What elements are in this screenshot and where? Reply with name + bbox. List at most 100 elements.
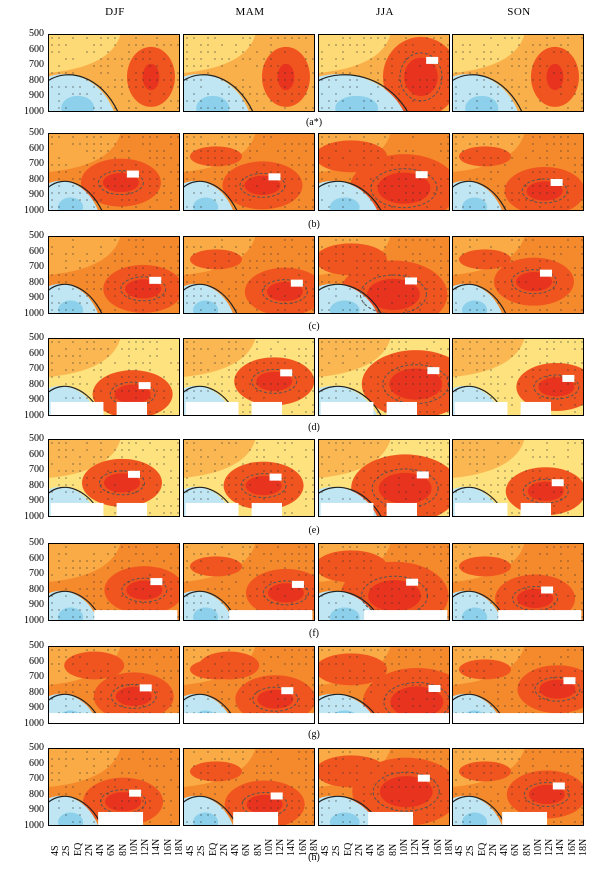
shade-region-deep-blue bbox=[462, 607, 488, 621]
y-tick-label: 500 bbox=[29, 332, 44, 343]
contour-label-box bbox=[563, 677, 576, 685]
shade-region-max bbox=[390, 686, 444, 718]
panel-7-0 bbox=[48, 748, 180, 826]
y-tick-label: 800 bbox=[29, 276, 44, 288]
masked-region bbox=[520, 401, 551, 416]
x-tick-label: 6N bbox=[376, 843, 388, 856]
y-tick-label: 900 bbox=[29, 599, 44, 611]
masked-region bbox=[498, 610, 582, 621]
masked-region bbox=[98, 811, 144, 826]
panel-frame bbox=[48, 236, 180, 314]
panel-svg bbox=[183, 34, 315, 112]
y-tick-label: 600 bbox=[29, 142, 44, 154]
panel-frame bbox=[48, 748, 180, 826]
significance-dots bbox=[455, 341, 583, 413]
panel-0-0 bbox=[48, 34, 180, 112]
y-tick-label: 800 bbox=[29, 74, 44, 86]
y-tick-label: 900 bbox=[29, 90, 44, 102]
y-tick-label: 900 bbox=[29, 804, 44, 816]
panel-svg bbox=[48, 133, 180, 211]
contour-label-box bbox=[149, 276, 162, 284]
panel-frame bbox=[318, 543, 450, 621]
y-tick-label: 600 bbox=[29, 655, 44, 667]
shade-region-max bbox=[379, 776, 433, 808]
shade-region-light bbox=[452, 439, 525, 478]
panel-frame bbox=[183, 748, 315, 826]
x-tick-label: 12N bbox=[275, 838, 287, 856]
row-label: (g) bbox=[308, 729, 320, 740]
shade-region-max bbox=[367, 278, 420, 311]
season-title-mam: MAM bbox=[235, 6, 265, 18]
zero-contour bbox=[318, 180, 382, 211]
significance-dots bbox=[186, 37, 314, 109]
shade-region-light bbox=[318, 439, 391, 478]
shade-region-deep-blue bbox=[58, 197, 84, 211]
x-tick-label: 4N bbox=[499, 843, 511, 856]
y-tick-label: 600 bbox=[29, 448, 44, 460]
panel-frame bbox=[183, 34, 315, 112]
shade-region-max bbox=[245, 476, 282, 496]
panel-4-0 bbox=[48, 439, 180, 517]
contour-label-box bbox=[270, 792, 283, 800]
panel-frame bbox=[48, 133, 180, 211]
x-tick-label: 14N bbox=[286, 838, 298, 856]
masked-region bbox=[454, 401, 508, 416]
dashed-contour bbox=[262, 580, 309, 606]
panel-5-1 bbox=[183, 543, 315, 621]
shade-region-max bbox=[105, 792, 142, 812]
x-tick-label: 8N bbox=[252, 843, 264, 856]
shade-region-max bbox=[277, 63, 295, 91]
panel-4-3 bbox=[452, 439, 584, 517]
panel-svg bbox=[183, 338, 315, 416]
contour-label-box bbox=[138, 382, 151, 390]
y-tick-label: 700 bbox=[29, 568, 44, 580]
panel-frame bbox=[452, 34, 584, 112]
y-tick-label: 1000 bbox=[24, 820, 44, 831]
significance-dots bbox=[51, 136, 179, 208]
y-tick-label: 500 bbox=[29, 28, 44, 39]
shade-region-light bbox=[318, 338, 391, 377]
dashed-contour bbox=[110, 683, 157, 709]
panel-6-0 bbox=[48, 646, 180, 724]
shade-region-light bbox=[48, 338, 121, 377]
contour-label-box bbox=[281, 687, 294, 695]
shade-region-light bbox=[452, 338, 525, 377]
dashed-contour bbox=[121, 577, 168, 603]
x-tick-label: 10N bbox=[398, 838, 410, 856]
shade-region-max bbox=[527, 481, 564, 501]
zero-contour bbox=[48, 180, 103, 211]
panel-frame bbox=[48, 646, 180, 724]
shade-region-deep-blue bbox=[61, 95, 95, 112]
panel-svg bbox=[48, 338, 180, 416]
row-label: (h) bbox=[308, 852, 320, 863]
shade-region-light bbox=[452, 34, 525, 73]
panel-frame bbox=[48, 338, 180, 416]
panel-svg bbox=[452, 543, 584, 621]
dashed-contour bbox=[533, 374, 580, 400]
panel-frame bbox=[318, 338, 450, 416]
contour-label-box bbox=[129, 789, 142, 797]
contour-label-box bbox=[415, 171, 428, 179]
x-tick-label: 4S bbox=[454, 845, 465, 856]
panel-7-3 bbox=[452, 748, 584, 826]
masked-region bbox=[320, 502, 374, 517]
panel-frame bbox=[452, 543, 584, 621]
panel-svg bbox=[183, 236, 315, 314]
x-tick-label: EQ bbox=[342, 842, 354, 856]
zero-contour bbox=[48, 74, 119, 112]
zero-contour bbox=[183, 283, 238, 314]
masked-region bbox=[318, 713, 450, 724]
y-tick-label: 700 bbox=[29, 773, 44, 785]
x-tick-label: 4S bbox=[185, 845, 196, 856]
y-tick-label: 1000 bbox=[24, 410, 44, 421]
panel-svg bbox=[318, 133, 450, 211]
x-tick-label: 12N bbox=[140, 838, 152, 856]
masked-region bbox=[386, 502, 417, 517]
shade-region-light bbox=[48, 34, 121, 73]
dashed-contour bbox=[252, 686, 299, 712]
masked-region bbox=[116, 502, 147, 517]
shade-region-light bbox=[183, 34, 256, 73]
contour-label-box bbox=[150, 578, 163, 586]
y-tick-label: 600 bbox=[29, 347, 44, 359]
season-title-son: SON bbox=[507, 6, 531, 18]
